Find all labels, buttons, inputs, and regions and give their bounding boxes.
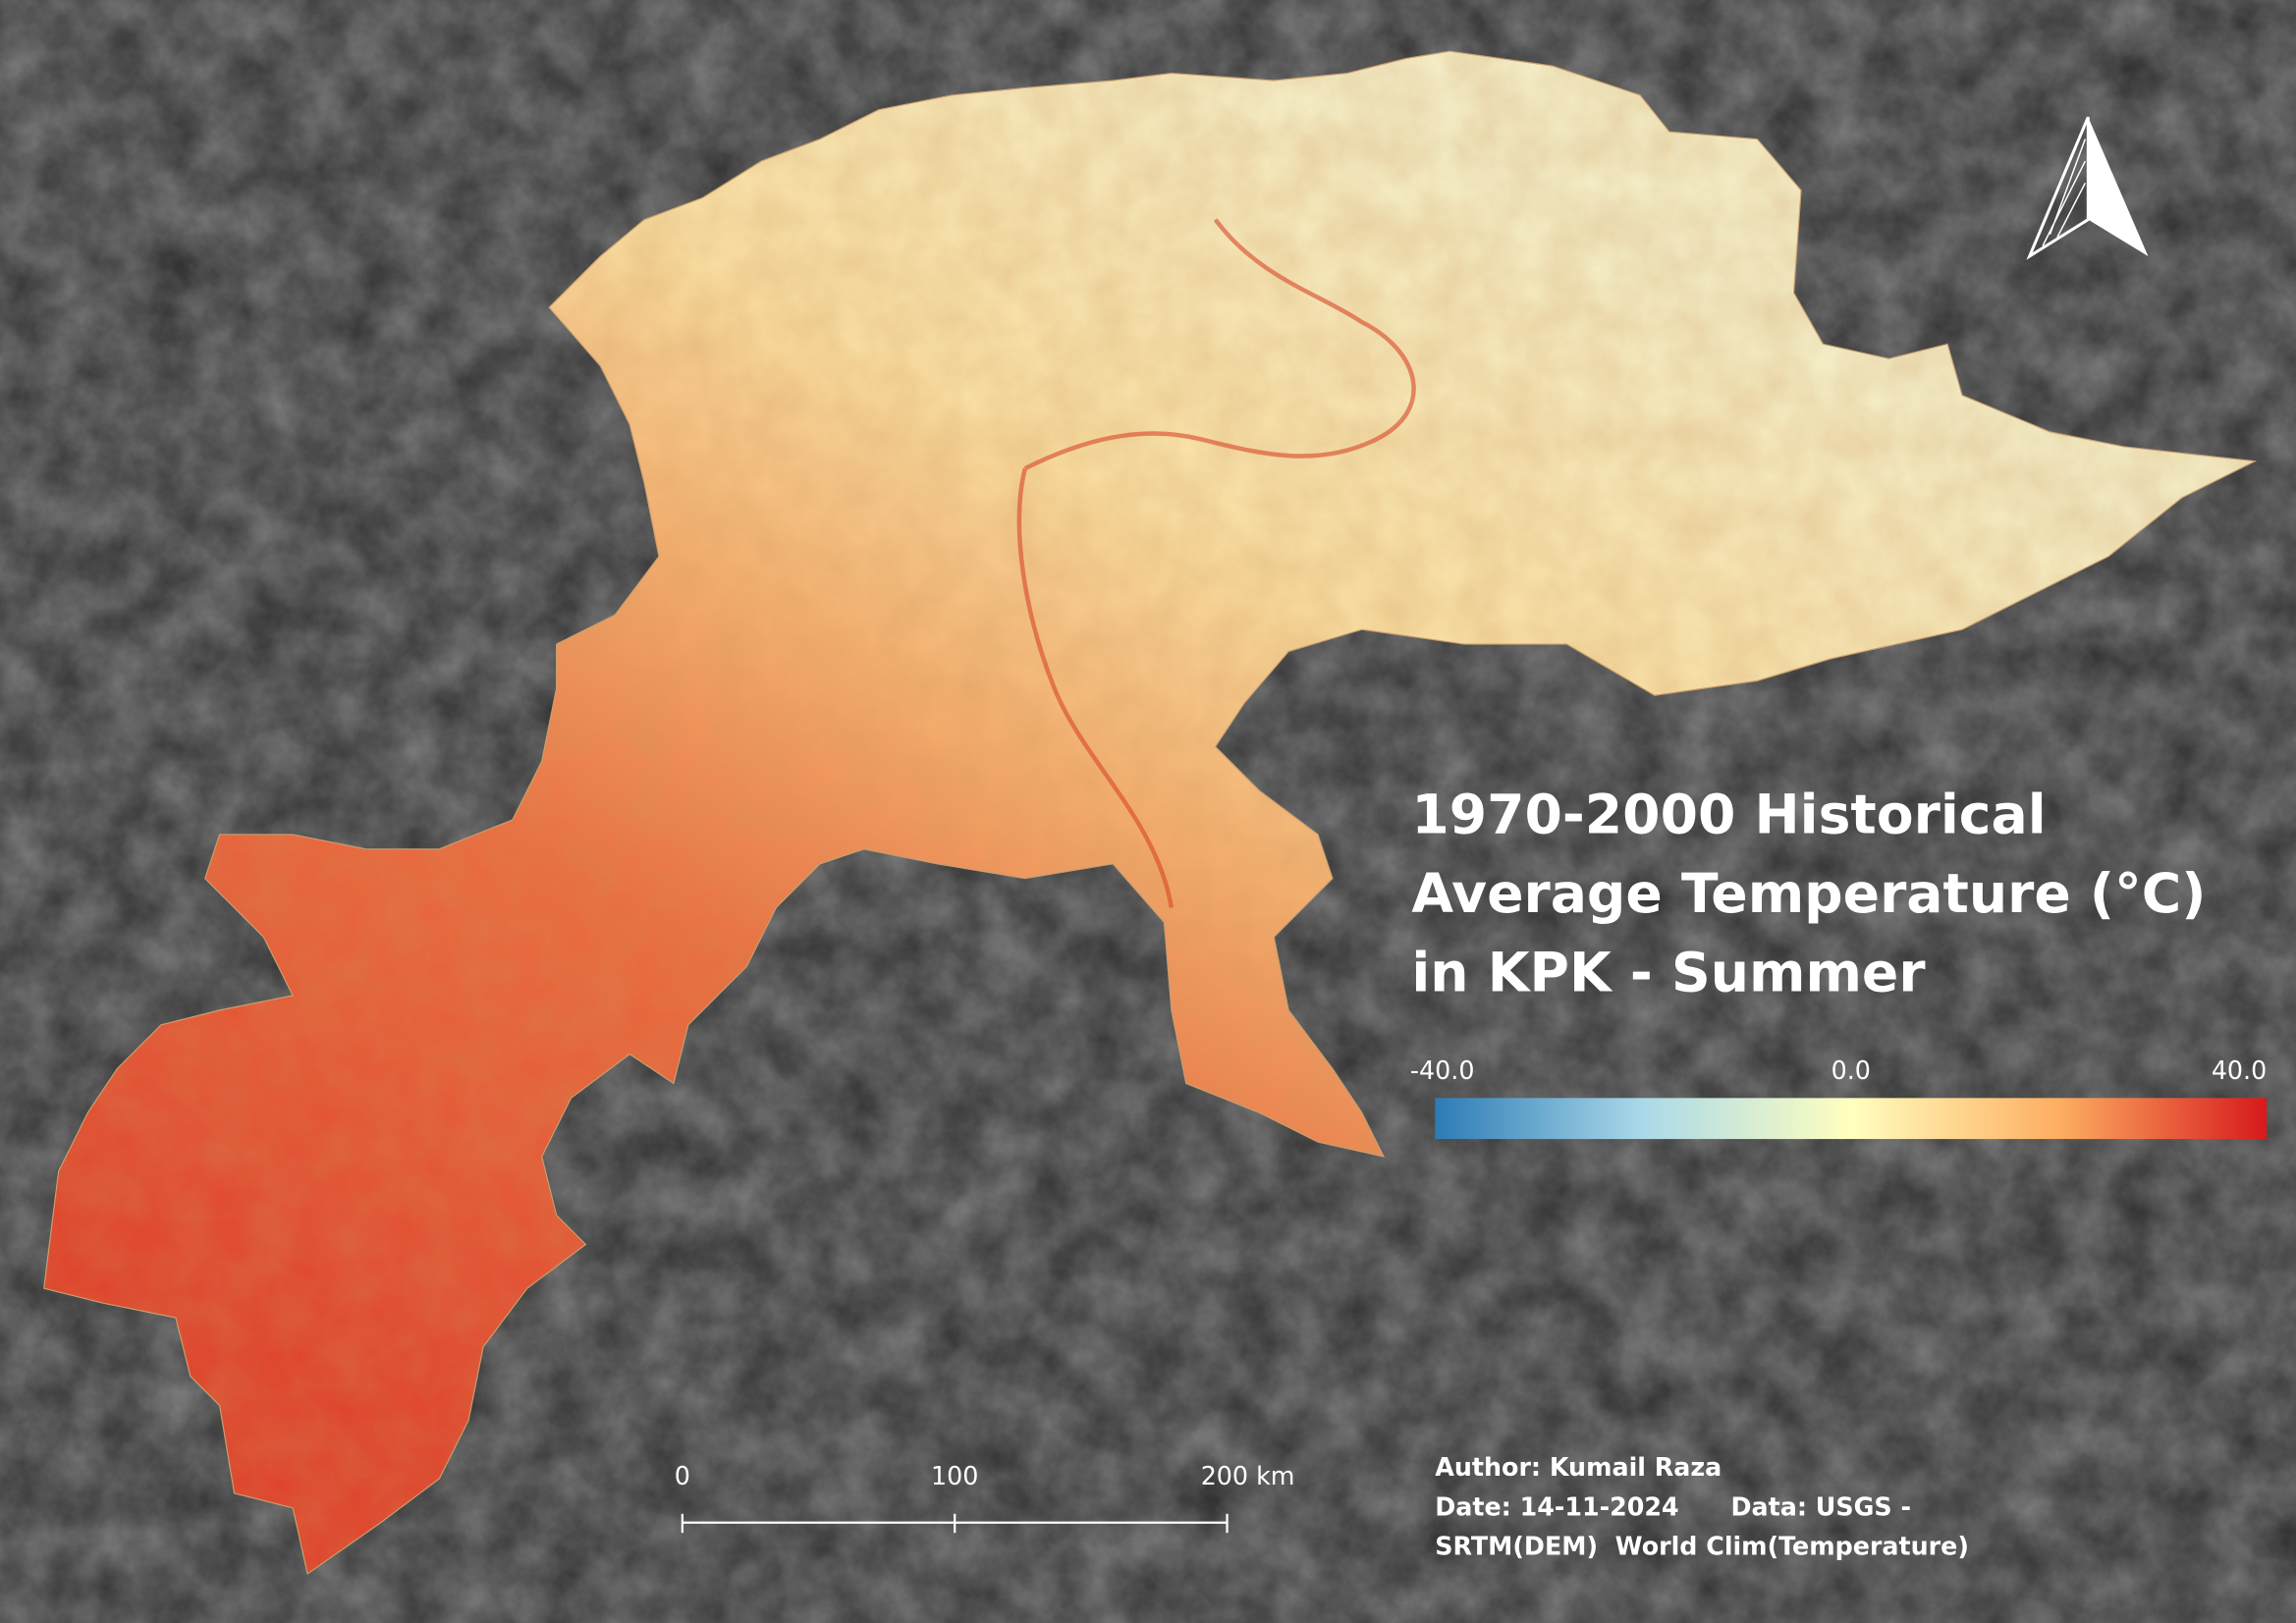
kpk-relief xyxy=(43,51,2256,1574)
credit-line: Date: 14-11-2024 Data: USGS - xyxy=(1435,1491,1911,1521)
map-frame: 1970-2000 Historical Average Temperature … xyxy=(43,50,2268,1575)
credits: Author: Kumail Raza Date: 14-11-2024 Data… xyxy=(1435,1452,1969,1561)
title: 1970-2000 Historical Average Temperature … xyxy=(1411,784,2206,1004)
legend-label: 40.0 xyxy=(2212,1055,2267,1085)
legend: -40.0 0.0 40.0 xyxy=(1410,1055,2267,1085)
legend-label: -40.0 xyxy=(1410,1055,1475,1085)
title-line: in KPK - Summer xyxy=(1411,942,1926,1004)
title-line: 1970-2000 Historical xyxy=(1411,784,2046,846)
scale-bar: 0 100 200 km xyxy=(675,1461,1295,1534)
north-arrow xyxy=(2026,116,2149,260)
legend-color-bar xyxy=(1435,1098,2268,1140)
credit-line: Author: Kumail Raza xyxy=(1435,1452,1722,1482)
river xyxy=(1016,218,1416,908)
scale-bar-label: 100 xyxy=(931,1461,978,1490)
credit-line: SRTM(DEM) World Clim(Temperature) xyxy=(1435,1532,1969,1561)
legend-label: 0.0 xyxy=(1831,1055,1871,1085)
scale-bar-label: 0 xyxy=(675,1461,690,1490)
scale-bar-label: 200 km xyxy=(1201,1461,1295,1490)
title-line: Average Temperature (°C) xyxy=(1411,863,2206,926)
